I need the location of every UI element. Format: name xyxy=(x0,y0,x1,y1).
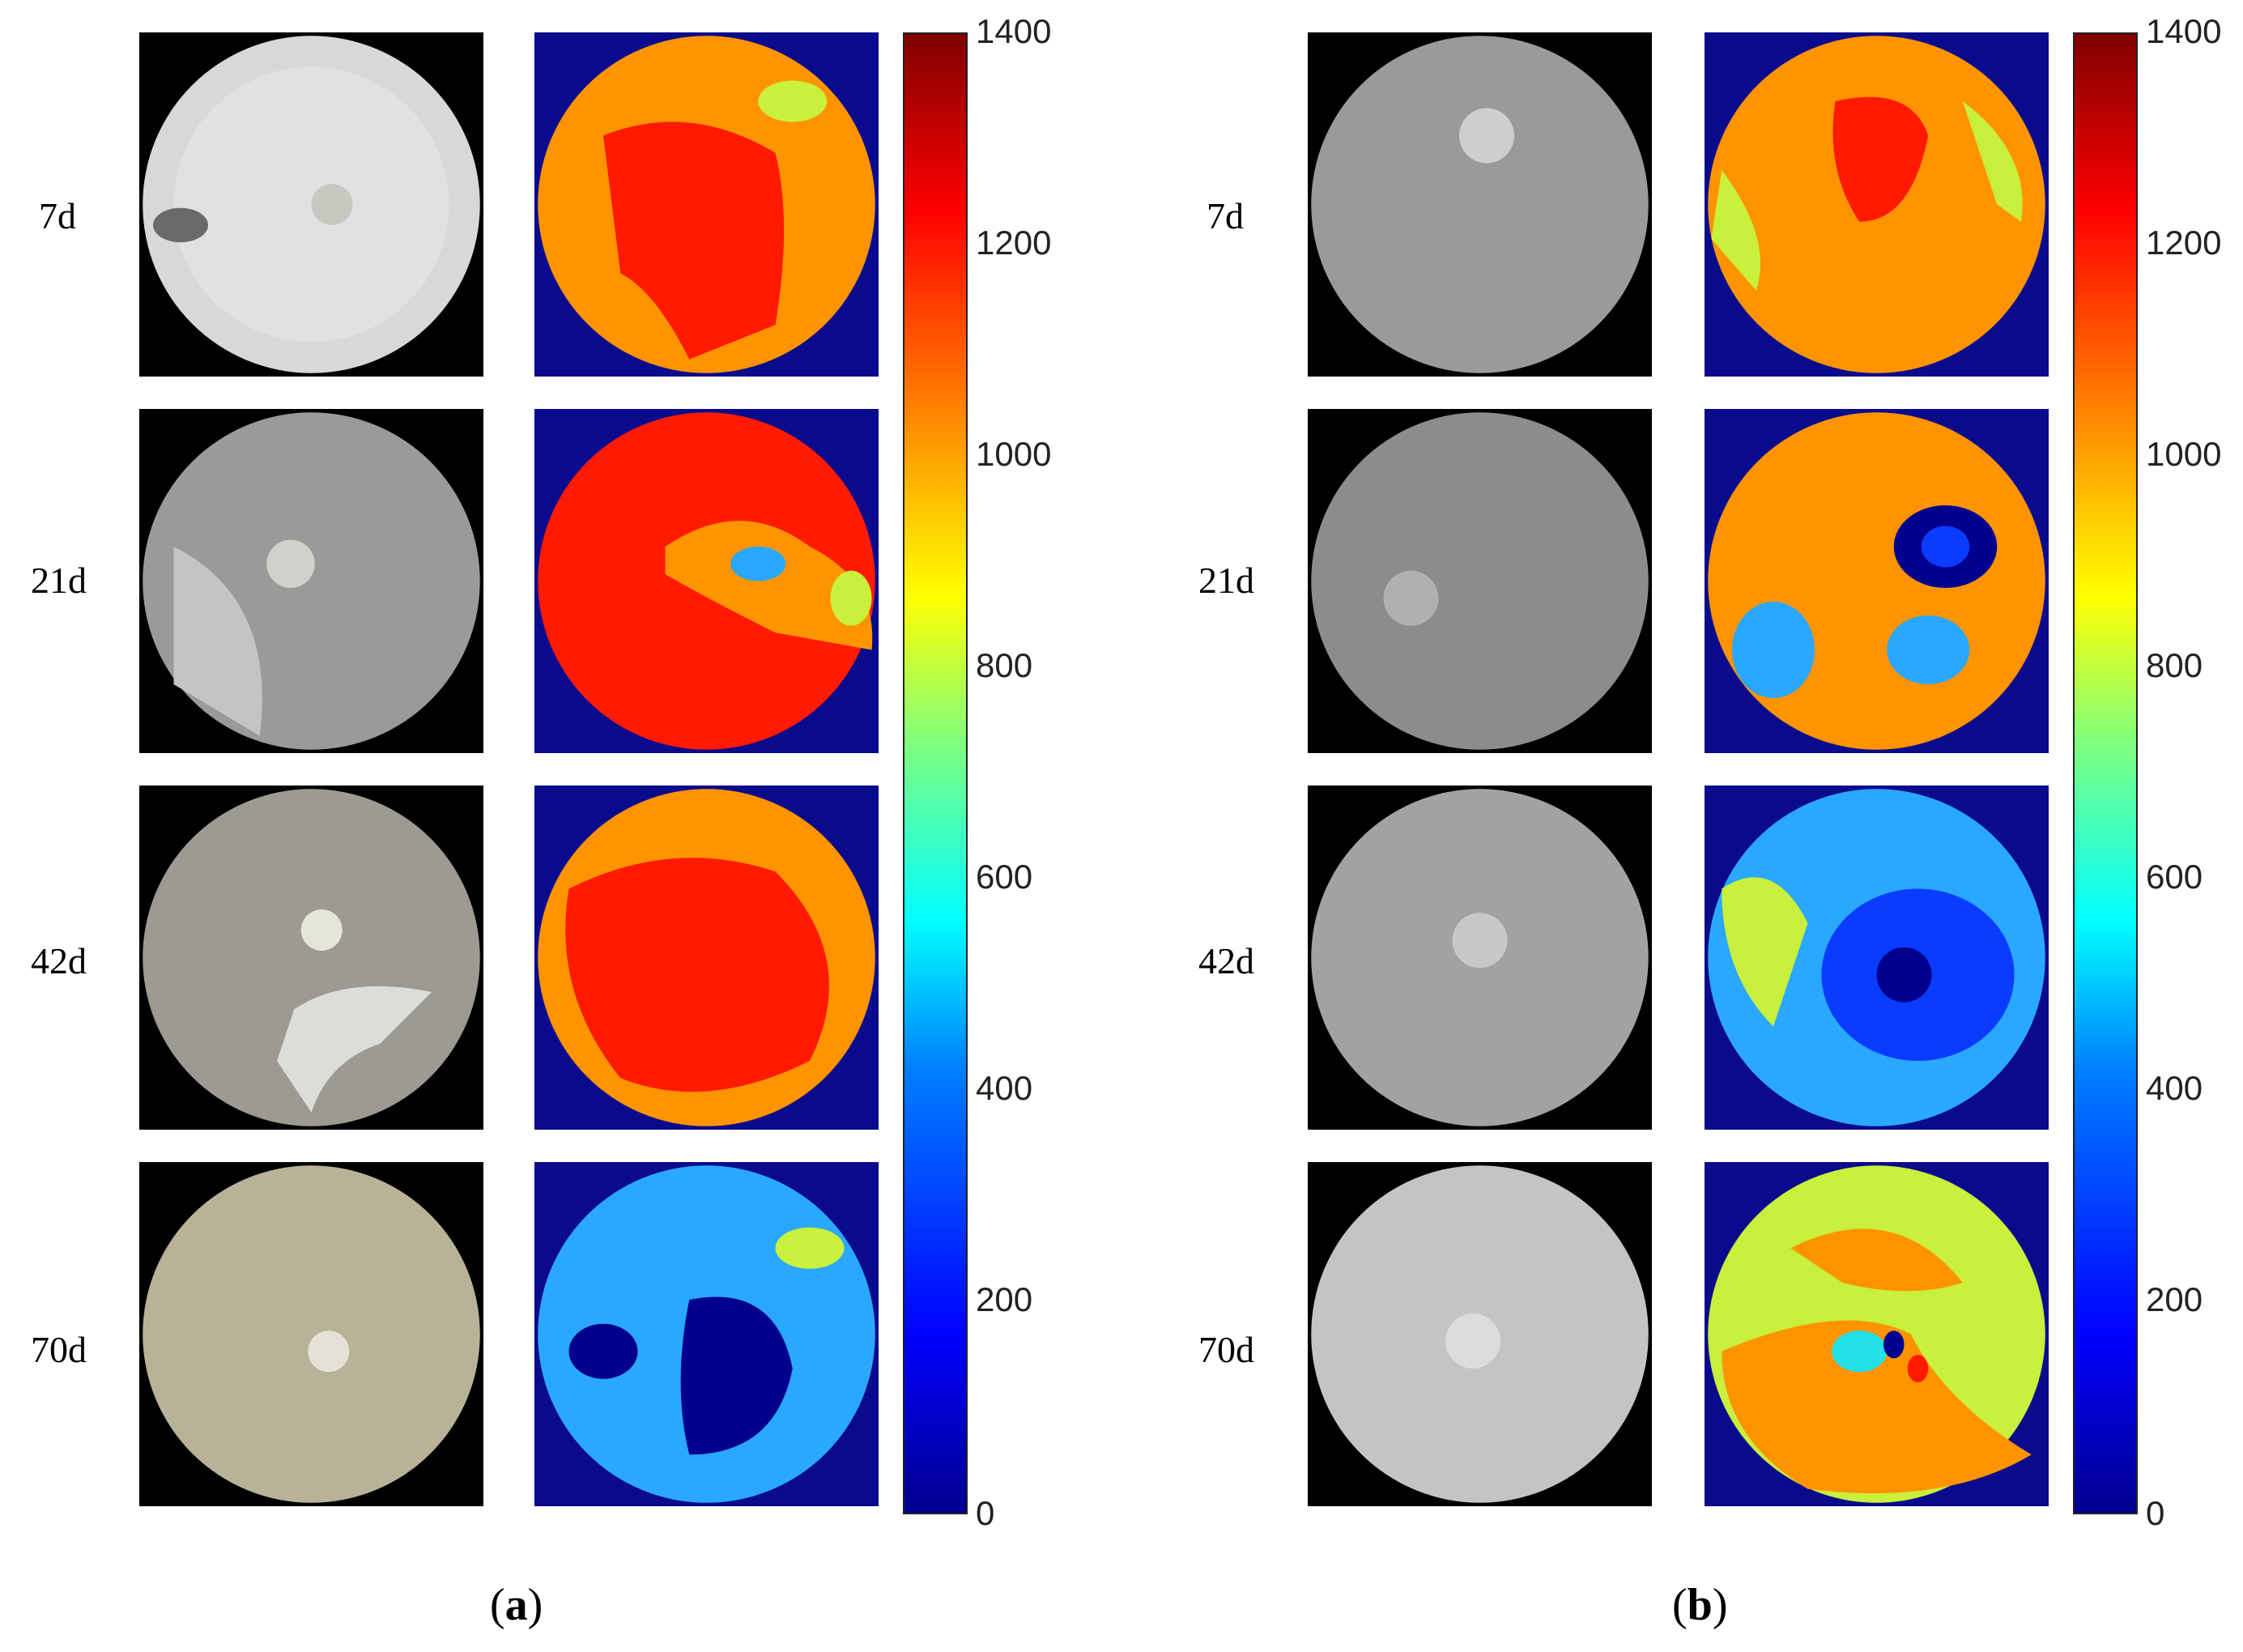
colorbar-a-tick: 1400 xyxy=(976,12,1052,50)
panel-b-caption: (b) xyxy=(1672,1580,1728,1630)
colorbar-b-tick: 800 xyxy=(2146,646,2203,684)
heatmap-70d xyxy=(534,1162,879,1506)
heatmap-21d xyxy=(1705,409,2049,753)
colorbar-a xyxy=(903,32,968,1514)
heatmap-7d xyxy=(534,32,879,377)
colorbar-a-tick: 1200 xyxy=(976,224,1052,262)
petri-photo-21d xyxy=(1308,409,1652,753)
row-label-70d: 70d xyxy=(1198,1329,1254,1370)
colorbar-b-tick: 1400 xyxy=(2146,12,2222,50)
heatmap-70d xyxy=(1705,1162,2049,1506)
petri-photo-7d xyxy=(139,32,483,377)
colorbar-b-tick: 1000 xyxy=(2146,435,2222,473)
row-label-42d: 42d xyxy=(1198,940,1254,981)
petri-photo-7d xyxy=(1308,32,1652,377)
petri-photo-42d xyxy=(1308,786,1652,1130)
colorbar-a-tick: 200 xyxy=(976,1280,1033,1318)
petri-photo-70d xyxy=(139,1162,483,1506)
colorbar-b-tick: 600 xyxy=(2146,858,2203,896)
row-label-7d: 7d xyxy=(39,195,76,236)
colorbar-b-tick: 200 xyxy=(2146,1280,2203,1318)
row-label-7d: 7d xyxy=(1207,195,1244,236)
panel-a-caption: (a) xyxy=(490,1580,543,1630)
colorbar-a-tick: 800 xyxy=(976,646,1033,684)
heatmap-7d xyxy=(1705,32,2049,377)
colorbar-b-tick: 0 xyxy=(2146,1494,2165,1532)
colorbar-a-tick: 400 xyxy=(976,1069,1033,1107)
row-label-70d: 70d xyxy=(31,1329,87,1370)
row-label-21d: 21d xyxy=(31,560,87,601)
petri-photo-21d xyxy=(139,409,483,753)
heatmap-42d xyxy=(534,786,879,1130)
colorbar-b-tick: 400 xyxy=(2146,1069,2203,1107)
row-label-42d: 42d xyxy=(31,940,87,981)
petri-photo-70d xyxy=(1308,1162,1652,1506)
colorbar-b-tick: 1200 xyxy=(2146,224,2222,262)
colorbar-b xyxy=(2073,32,2138,1514)
colorbar-a-tick: 1000 xyxy=(976,435,1052,473)
heatmap-21d xyxy=(534,409,879,753)
colorbar-a-tick: 0 xyxy=(976,1494,995,1532)
row-label-21d: 21d xyxy=(1198,560,1254,601)
colorbar-a-tick: 600 xyxy=(976,858,1033,896)
heatmap-42d xyxy=(1705,786,2049,1130)
petri-photo-42d xyxy=(139,786,483,1130)
